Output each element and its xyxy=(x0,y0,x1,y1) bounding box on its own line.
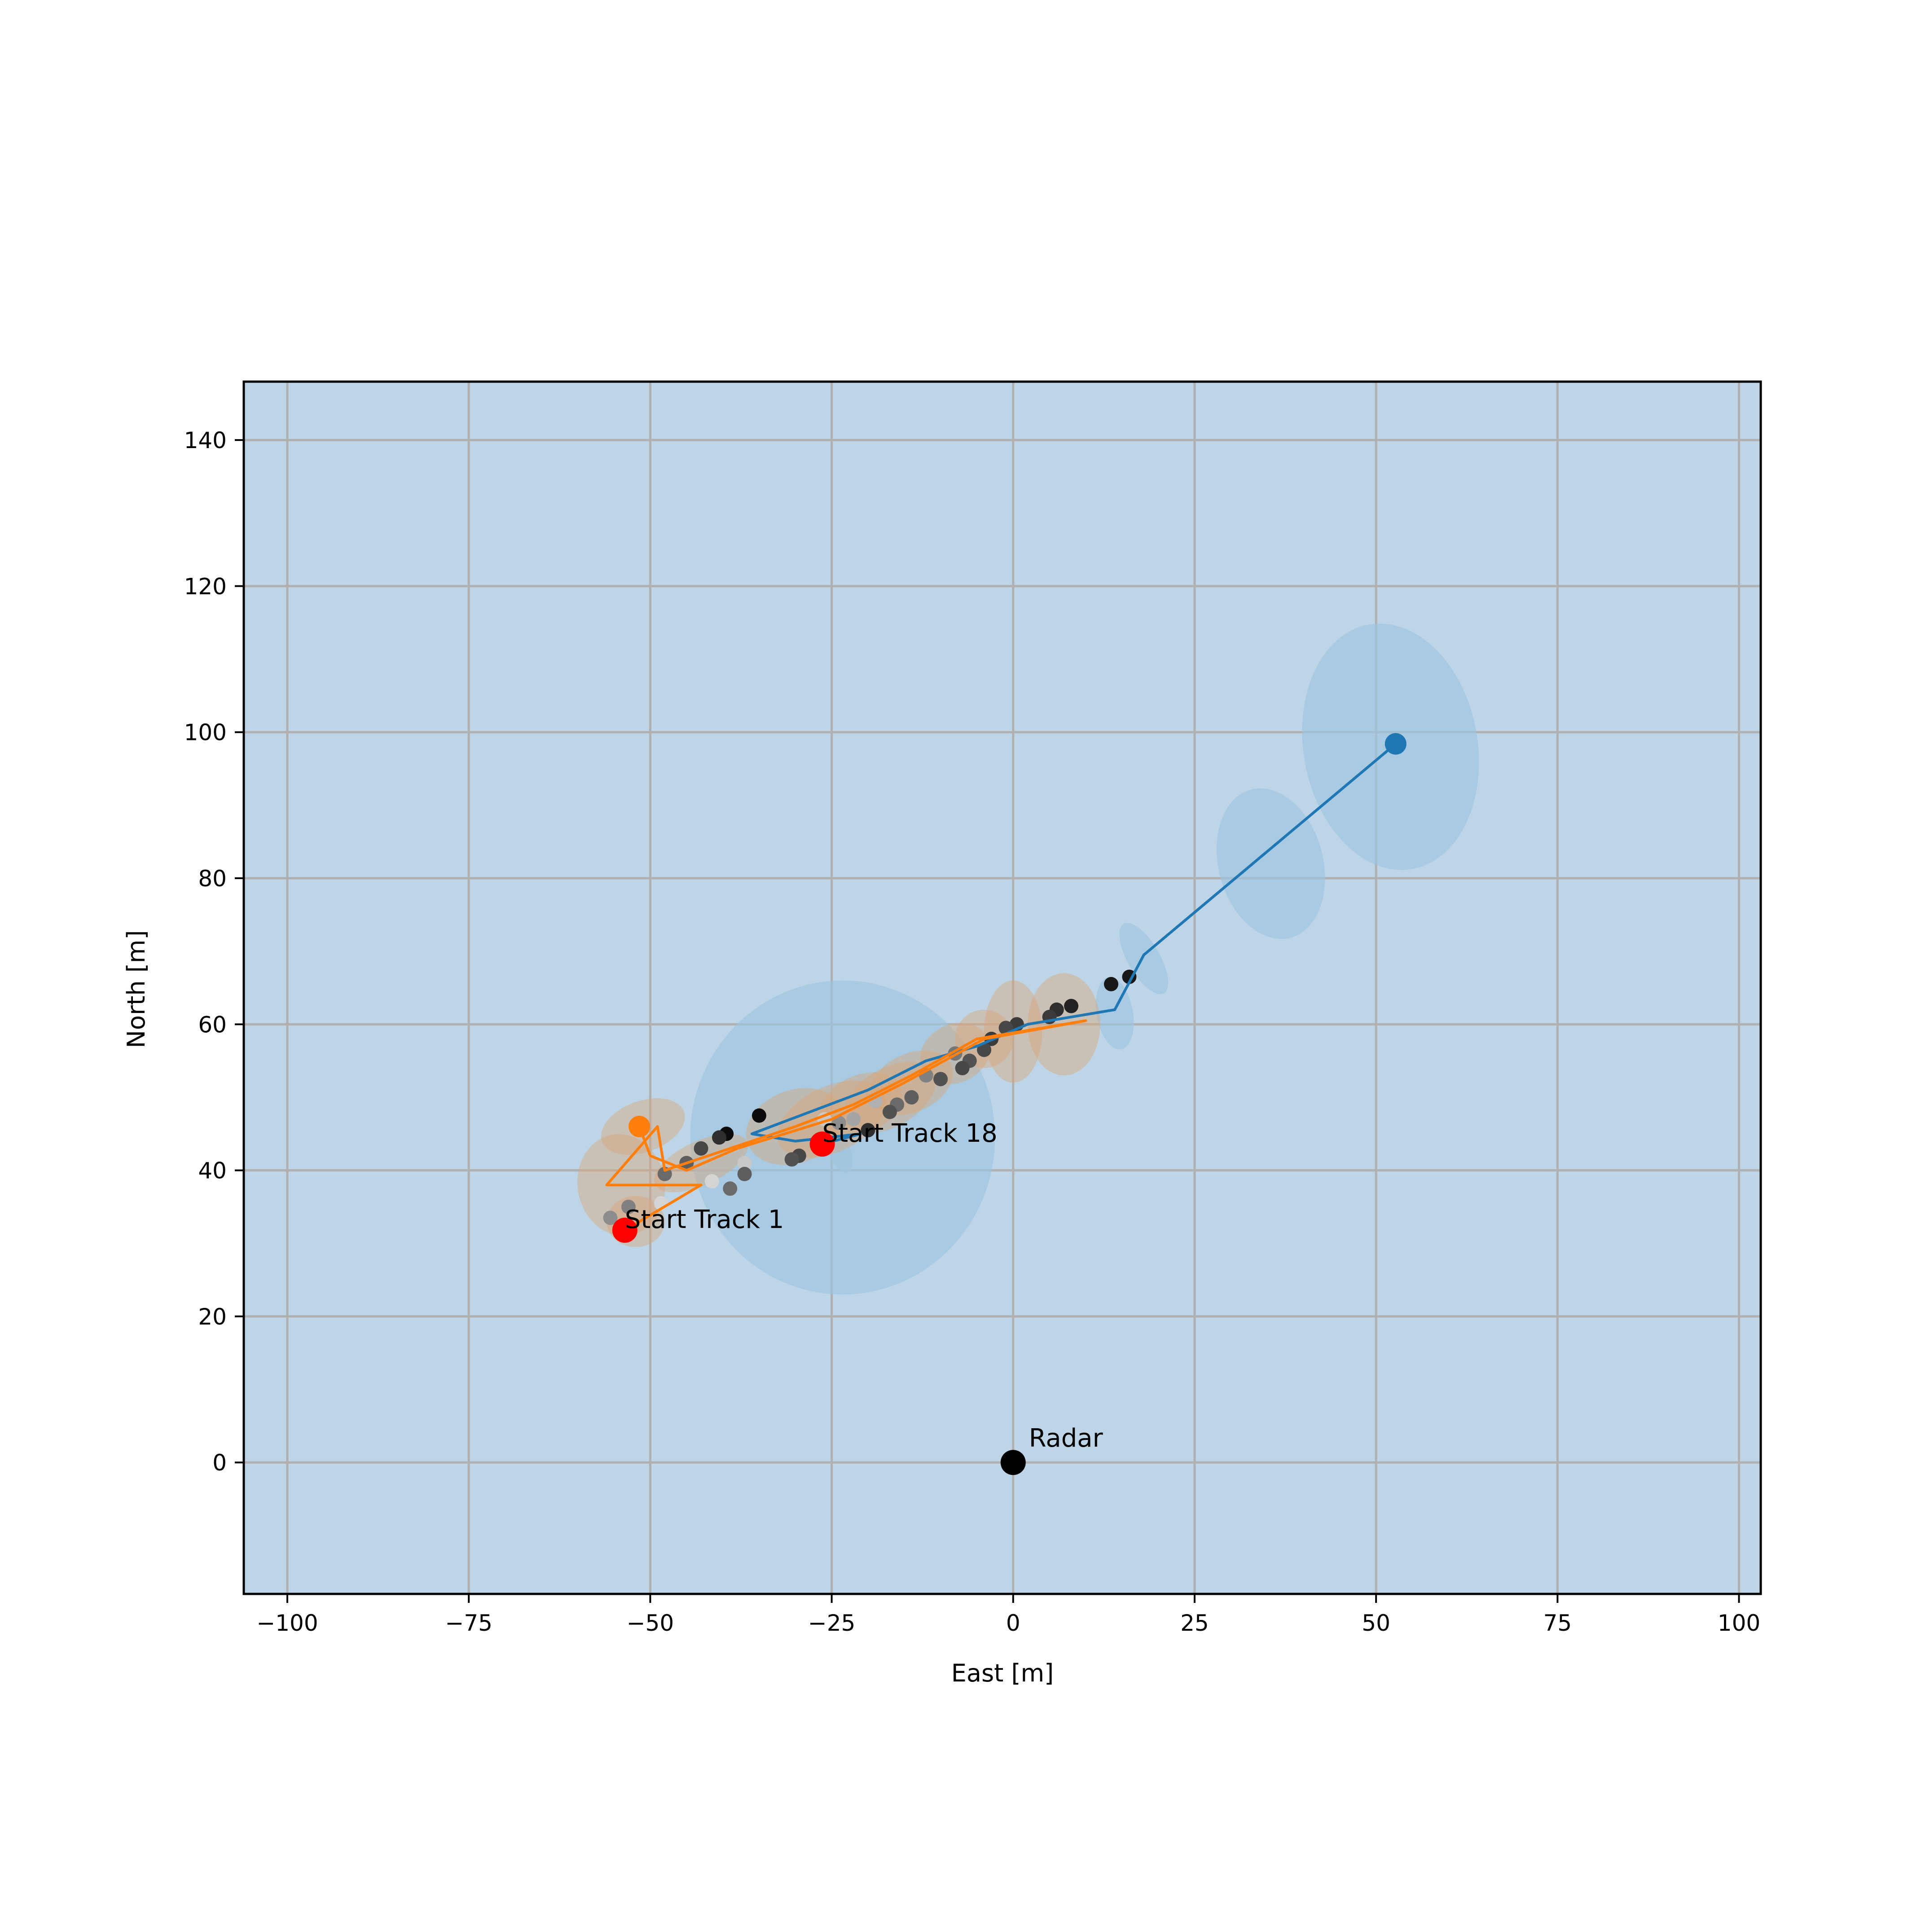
y-tick-label: 100 xyxy=(184,720,227,746)
annotation-label: Start Track 1 xyxy=(625,1205,784,1234)
x-axis-title: East [m] xyxy=(951,1659,1054,1687)
detection-point xyxy=(784,1152,799,1167)
track-line xyxy=(605,1019,1087,1232)
detection-point xyxy=(737,1156,752,1171)
detection-point xyxy=(861,1123,875,1138)
x-tick-label: 100 xyxy=(1718,1610,1760,1636)
detection-point xyxy=(603,1210,618,1225)
detection-point xyxy=(712,1130,726,1145)
axes-frame xyxy=(242,380,1762,1595)
detection-point xyxy=(904,1090,919,1105)
y-tick-label: 140 xyxy=(184,427,227,453)
detection-point xyxy=(694,1141,708,1156)
track-start-marker xyxy=(809,1131,835,1157)
x-tick-label: −50 xyxy=(627,1610,674,1636)
plot-area: Radar Start Track 1 Start Track 18 xyxy=(244,382,1761,1594)
annotation-label: Radar xyxy=(1029,1424,1103,1453)
detection-point xyxy=(723,1181,738,1196)
x-tick-label: −100 xyxy=(256,1610,318,1636)
y-tick-label: 120 xyxy=(184,573,227,599)
detection-point xyxy=(737,1166,752,1181)
detection-point xyxy=(868,1094,883,1109)
detection-point xyxy=(752,1108,766,1123)
y-axis-title: North [m] xyxy=(122,930,150,1048)
x-tick-label: 0 xyxy=(1006,1610,1020,1636)
covariance-ellipse xyxy=(1119,923,1169,995)
detection-point xyxy=(1104,977,1119,991)
detection-point xyxy=(846,1112,861,1127)
x-axis: −100 −75 −50 −25 0 25 50 75 100 xyxy=(256,1594,1760,1636)
x-tick-label: −75 xyxy=(445,1610,492,1636)
detection-point xyxy=(704,1174,719,1189)
y-axis: 0 20 40 60 80 100 120 140 xyxy=(184,427,244,1476)
x-tick-label: 75 xyxy=(1543,1610,1572,1636)
detection-point xyxy=(1064,999,1079,1013)
detection-point xyxy=(831,1115,846,1130)
axes-border xyxy=(242,380,1762,1595)
y-tick-label: 60 xyxy=(198,1012,227,1038)
x-tick-label: −25 xyxy=(808,1610,856,1636)
plot-background xyxy=(244,382,1761,1594)
radar-marker xyxy=(1000,1450,1026,1475)
detection-point xyxy=(621,1199,636,1214)
detection-point xyxy=(955,1061,970,1075)
x-tick-label: 50 xyxy=(1362,1610,1390,1636)
x-tick-label: 25 xyxy=(1180,1610,1209,1636)
y-tick-label: 80 xyxy=(198,866,227,892)
detection-point xyxy=(882,1105,897,1119)
track-start-marker xyxy=(612,1218,637,1243)
annotation-label: Start Track 18 xyxy=(822,1119,998,1148)
track-end-marker xyxy=(1385,733,1407,755)
y-tick-label: 20 xyxy=(198,1304,227,1330)
track-end-marker xyxy=(629,1116,651,1138)
detection-point xyxy=(933,1072,948,1087)
detection-point xyxy=(977,1043,992,1057)
covariance-ellipse xyxy=(1095,977,1134,1050)
y-tick-label: 40 xyxy=(198,1158,227,1184)
y-tick-label: 0 xyxy=(212,1450,227,1476)
